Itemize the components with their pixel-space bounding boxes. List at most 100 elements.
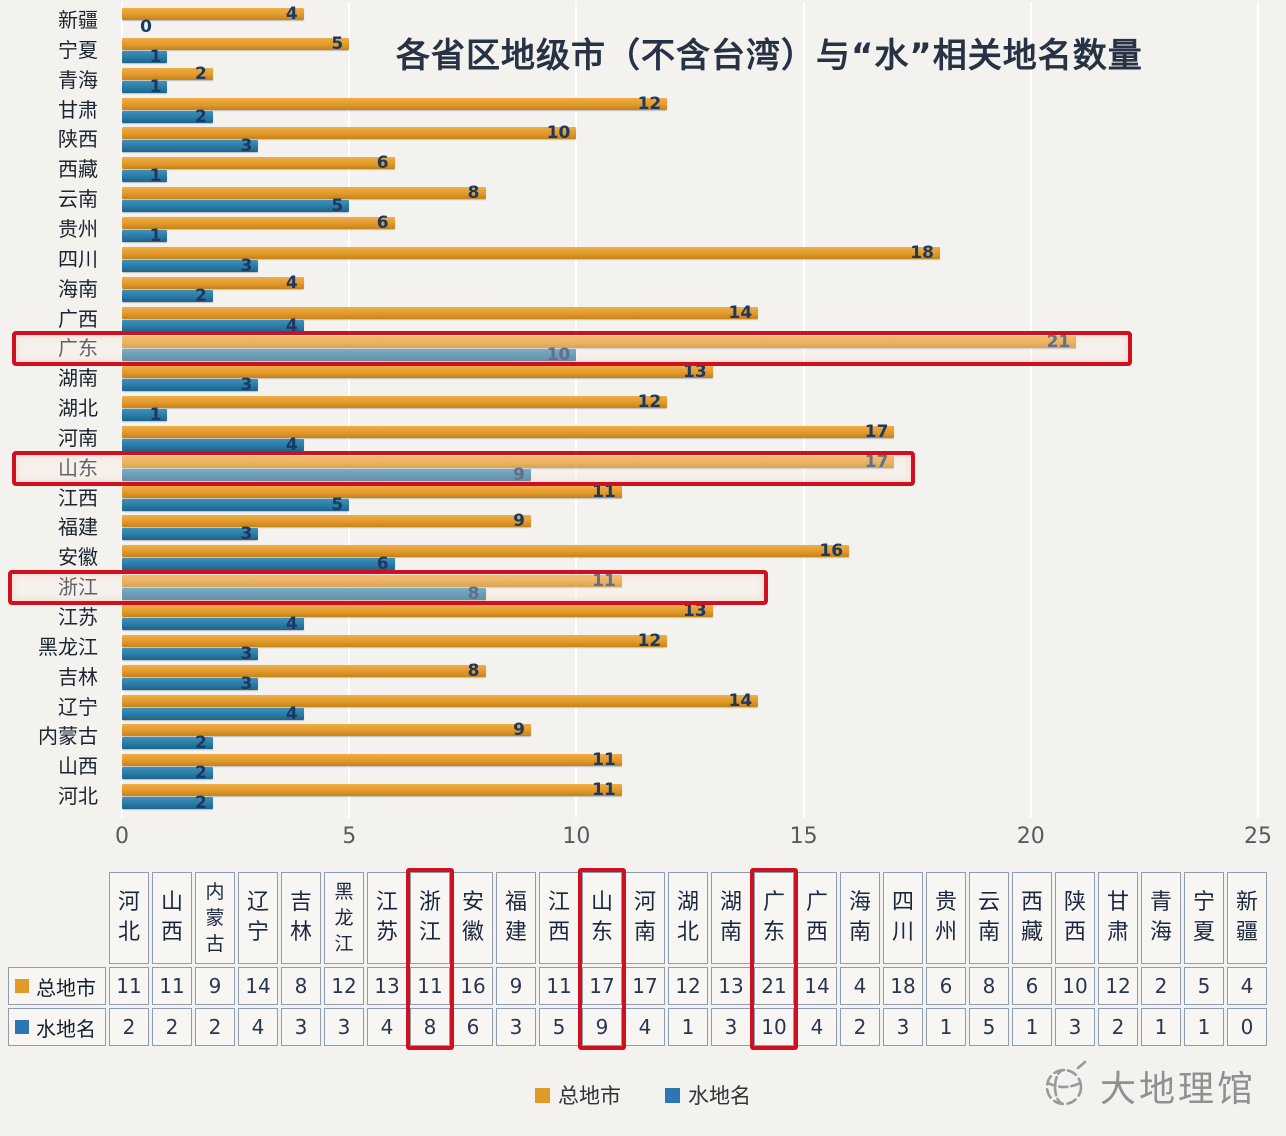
legend-swatch-water-icon	[665, 1087, 680, 1103]
table-cell: 3	[711, 1008, 751, 1046]
bar-value-label: 1	[149, 76, 162, 97]
table-cell: 8	[281, 967, 321, 1005]
table-cell: 4	[797, 1008, 837, 1046]
header-char: 北	[676, 920, 699, 945]
bar-value-label: 6	[376, 212, 389, 233]
bar-orange	[122, 216, 395, 229]
bar-blue	[122, 379, 259, 392]
table-column-header: 福建	[496, 872, 536, 964]
header-char: 陕	[1063, 890, 1086, 915]
chart-title: 各省区地级市（不含台湾）与“水”相关地名数量	[396, 36, 1143, 76]
category-label: 黑龙江	[38, 634, 98, 659]
table-cell: 6	[926, 967, 966, 1005]
bar-value-label: 5	[331, 494, 344, 515]
table-cell: 14	[238, 967, 278, 1005]
bar-orange	[122, 605, 713, 618]
bar-blue	[122, 50, 168, 63]
bar-orange	[122, 396, 668, 409]
header-char: 河	[633, 890, 656, 915]
table-column-header: 江苏	[367, 872, 407, 964]
bar-value-label: 12	[637, 630, 662, 651]
bar-blue	[122, 289, 213, 302]
header-char: 山	[590, 890, 613, 915]
bar-blue	[122, 259, 259, 272]
bar-value-label: 14	[728, 302, 753, 323]
table-cell: 4	[238, 1008, 278, 1046]
table-cell: 8	[410, 1008, 450, 1046]
category-label: 辽宁	[58, 694, 98, 719]
header-char: 古	[205, 933, 225, 955]
watermark-text: 大地理馆	[1099, 1069, 1256, 1110]
bar-blue	[122, 647, 259, 660]
bar-orange	[122, 754, 622, 767]
bar-orange	[122, 515, 531, 528]
bar-orange	[122, 485, 622, 498]
table-cell: 5	[969, 1008, 1009, 1046]
bar-blue	[122, 498, 350, 511]
bar-value-label: 1	[149, 46, 162, 67]
table-cell: 2	[195, 1008, 235, 1046]
category-label: 河南	[58, 425, 98, 450]
x-axis-tick-label: 20	[1016, 824, 1045, 849]
bar-value-label: 6	[376, 554, 389, 575]
legend-swatch-total-icon	[535, 1087, 550, 1103]
bar-value-label: 4	[285, 4, 298, 24]
category-label: 贵州	[58, 216, 98, 241]
header-char: 四	[891, 890, 914, 915]
table-cell: 1	[1141, 1008, 1181, 1046]
bar-value-label: 3	[240, 524, 253, 545]
header-char: 河	[117, 890, 140, 915]
bar-value-label: 9	[513, 511, 525, 532]
bar-value-label: 11	[592, 571, 616, 592]
gridline	[348, 2, 351, 818]
bar-value-label: 2	[195, 106, 207, 127]
bar-value-label: 6	[376, 153, 389, 174]
table-cell: 1	[668, 1008, 708, 1046]
bar-value-label: 9	[513, 464, 525, 485]
table-cell: 11	[410, 967, 450, 1005]
bar-value-label: 5	[331, 196, 344, 217]
table-cell: 9	[195, 967, 235, 1005]
header-char: 徽	[461, 920, 484, 945]
bar-orange	[122, 545, 850, 558]
chart-highlight-box	[8, 570, 768, 606]
table-cell: 5	[1184, 967, 1224, 1005]
table-cell: 11	[539, 967, 579, 1005]
header-char: 宁	[1192, 890, 1215, 915]
bar-value-label: 4	[285, 614, 298, 635]
header-char: 青	[1149, 890, 1172, 915]
bar-value-label: 2	[195, 733, 207, 754]
legend-label-water: 水地名	[688, 1084, 751, 1108]
table-highlight-box	[750, 868, 798, 1050]
bar-value-label: 2	[195, 63, 207, 84]
header-char: 南	[633, 920, 656, 945]
row-swatch-icon	[15, 1020, 29, 1034]
table-cell: 11	[152, 967, 192, 1005]
table-cell: 13	[711, 967, 751, 1005]
bar-orange	[122, 306, 759, 319]
header-char: 广	[805, 890, 828, 915]
table-cell: 9	[496, 967, 536, 1005]
category-label: 江苏	[58, 605, 98, 630]
table-cell: 10	[754, 1008, 794, 1046]
category-label: 内蒙古	[38, 724, 98, 749]
bar-orange	[122, 724, 531, 737]
gridline	[575, 2, 578, 818]
category-label: 云南	[58, 187, 98, 212]
bar-blue	[122, 140, 259, 153]
table-column-header: 四川	[883, 872, 923, 964]
table-cell: 17	[582, 967, 622, 1005]
bar-blue	[122, 767, 213, 780]
table-cell: 16	[453, 967, 493, 1005]
bar-value-label: 1	[149, 405, 162, 426]
header-char: 西	[1020, 890, 1043, 915]
header-char: 南	[848, 920, 871, 945]
header-char: 云	[977, 890, 1000, 915]
header-char: 北	[117, 920, 140, 945]
bar-orange	[122, 157, 395, 170]
bar-value-label: 17	[864, 451, 889, 472]
bar-value-label: 0	[140, 17, 152, 37]
bar-orange	[122, 127, 577, 140]
table-cell: 1	[926, 1008, 966, 1046]
row-label: 总地市	[36, 975, 96, 1000]
